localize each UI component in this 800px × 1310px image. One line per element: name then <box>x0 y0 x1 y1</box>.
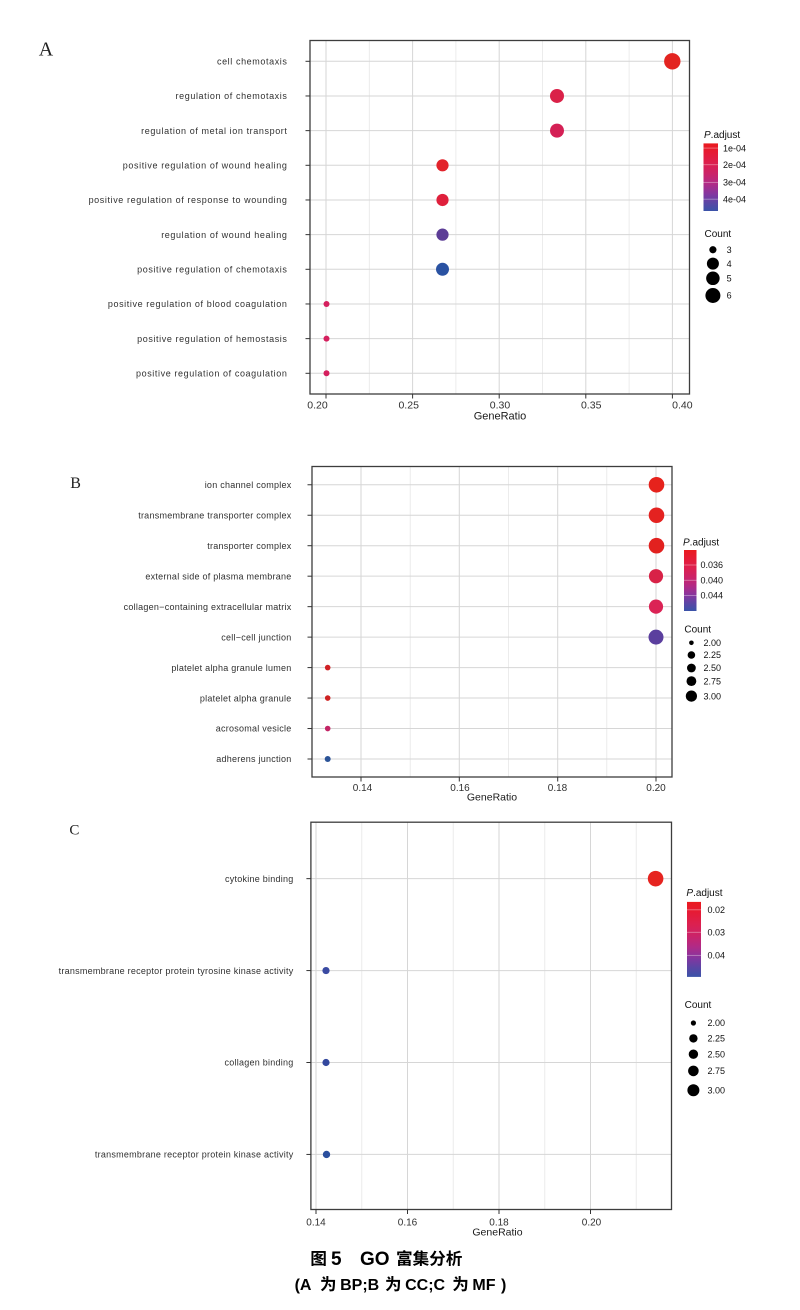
svg-text:2.25: 2.25 <box>704 650 722 660</box>
svg-text:regulation of metal ion transp: regulation of metal ion transport <box>141 126 287 136</box>
svg-text:0.03: 0.03 <box>708 928 726 938</box>
svg-text:Count: Count <box>705 229 732 240</box>
svg-text:regulation of chemotaxis: regulation of chemotaxis <box>176 91 288 101</box>
svg-text:positive regulation of chemota: positive regulation of chemotaxis <box>137 265 287 275</box>
svg-text:5: 5 <box>331 1249 342 1270</box>
svg-text:0.18: 0.18 <box>548 783 568 794</box>
svg-text:0.35: 0.35 <box>581 399 602 411</box>
svg-text:2.75: 2.75 <box>704 676 722 686</box>
svg-text:cell−cell junction: cell−cell junction <box>221 632 291 642</box>
svg-text:2.50: 2.50 <box>708 1049 726 1059</box>
svg-text:GeneRatio: GeneRatio <box>474 411 527 423</box>
svg-text:B: B <box>70 475 81 492</box>
svg-text:0.20: 0.20 <box>582 1218 602 1229</box>
svg-text:0.044: 0.044 <box>701 591 724 601</box>
svg-text:BP;B: BP;B <box>340 1277 379 1294</box>
svg-text:Count: Count <box>684 624 711 635</box>
svg-text:positive regulation of hemosta: positive regulation of hemostasis <box>137 334 287 344</box>
svg-text:2.00: 2.00 <box>704 638 722 648</box>
svg-text:4e-04: 4e-04 <box>723 194 746 204</box>
svg-text:positive regulation of blood c: positive regulation of blood coagulation <box>108 299 288 309</box>
svg-text:regulation of wound healing: regulation of wound healing <box>161 230 287 240</box>
svg-text:1e-04: 1e-04 <box>723 143 746 153</box>
svg-text:0.04: 0.04 <box>708 951 726 961</box>
svg-text:adherens junction: adherens junction <box>216 754 291 764</box>
svg-text:GeneRatio: GeneRatio <box>472 1227 522 1239</box>
svg-text:0.14: 0.14 <box>306 1218 326 1229</box>
svg-text:P.adjust: P.adjust <box>704 130 740 141</box>
svg-text:): ) <box>501 1277 506 1294</box>
svg-text:Count: Count <box>685 1000 712 1011</box>
svg-text:ion channel complex: ion channel complex <box>205 480 292 490</box>
svg-text:external side of plasma membra: external side of plasma membrane <box>145 571 291 581</box>
svg-text:0.40: 0.40 <box>672 399 693 411</box>
svg-text:3.00: 3.00 <box>704 691 722 701</box>
svg-text:CC;C: CC;C <box>405 1277 445 1294</box>
svg-text:0.20: 0.20 <box>307 399 328 411</box>
svg-text:4: 4 <box>727 259 732 269</box>
svg-text:cell chemotaxis: cell chemotaxis <box>217 57 288 67</box>
svg-text:3.00: 3.00 <box>708 1085 726 1095</box>
svg-text:GO: GO <box>360 1249 390 1270</box>
svg-text:positive regulation of wound h: positive regulation of wound healing <box>123 161 288 171</box>
svg-text:transmembrane receptor protein: transmembrane receptor protein tyrosine … <box>59 966 294 976</box>
svg-text:3e-04: 3e-04 <box>723 178 746 188</box>
svg-text:2.50: 2.50 <box>704 663 722 673</box>
svg-text:0.20: 0.20 <box>646 783 666 794</box>
svg-text:transmembrane receptor protein: transmembrane receptor protein kinase ac… <box>95 1150 294 1160</box>
svg-text:P.adjust: P.adjust <box>683 538 719 549</box>
svg-text:C: C <box>69 822 79 838</box>
svg-text:2.25: 2.25 <box>708 1034 726 1044</box>
svg-text:collagen binding: collagen binding <box>224 1058 293 1068</box>
svg-text:6: 6 <box>727 291 732 301</box>
svg-text:0.30: 0.30 <box>490 399 511 411</box>
svg-text:3: 3 <box>727 245 732 255</box>
svg-text:0.25: 0.25 <box>398 399 419 411</box>
svg-text:5: 5 <box>727 274 732 284</box>
svg-text:positive regulation of coagula: positive regulation of coagulation <box>136 369 288 379</box>
svg-text:acrosomal vesicle: acrosomal vesicle <box>216 724 292 734</box>
svg-text:(A: (A <box>295 1277 312 1294</box>
svg-text:platelet alpha granule lumen: platelet alpha granule lumen <box>171 663 291 673</box>
svg-text:2.00: 2.00 <box>708 1018 726 1028</box>
svg-text:transmembrane transporter comp: transmembrane transporter complex <box>138 510 292 520</box>
svg-text:transporter complex: transporter complex <box>207 541 292 551</box>
svg-text:0.02: 0.02 <box>708 905 726 915</box>
svg-text:platelet alpha granule: platelet alpha granule <box>200 693 292 703</box>
svg-text:cytokine binding: cytokine binding <box>225 874 294 884</box>
svg-text:0.14: 0.14 <box>353 783 373 794</box>
svg-text:A: A <box>39 39 54 61</box>
svg-text:0.18: 0.18 <box>489 1218 509 1229</box>
svg-text:2e-04: 2e-04 <box>723 160 746 170</box>
svg-text:0.036: 0.036 <box>701 560 724 570</box>
svg-text:0.16: 0.16 <box>450 783 470 794</box>
svg-text:positive regulation of respons: positive regulation of response to wound… <box>89 195 288 205</box>
svg-text:MF: MF <box>472 1277 495 1294</box>
svg-text:GeneRatio: GeneRatio <box>467 792 517 804</box>
svg-text:2.75: 2.75 <box>708 1066 726 1076</box>
svg-text:0.040: 0.040 <box>701 576 724 586</box>
svg-text:0.16: 0.16 <box>398 1218 418 1229</box>
svg-text:collagen−containing extracellu: collagen−containing extracellular matrix <box>124 602 292 612</box>
svg-text:P.adjust: P.adjust <box>686 888 722 899</box>
